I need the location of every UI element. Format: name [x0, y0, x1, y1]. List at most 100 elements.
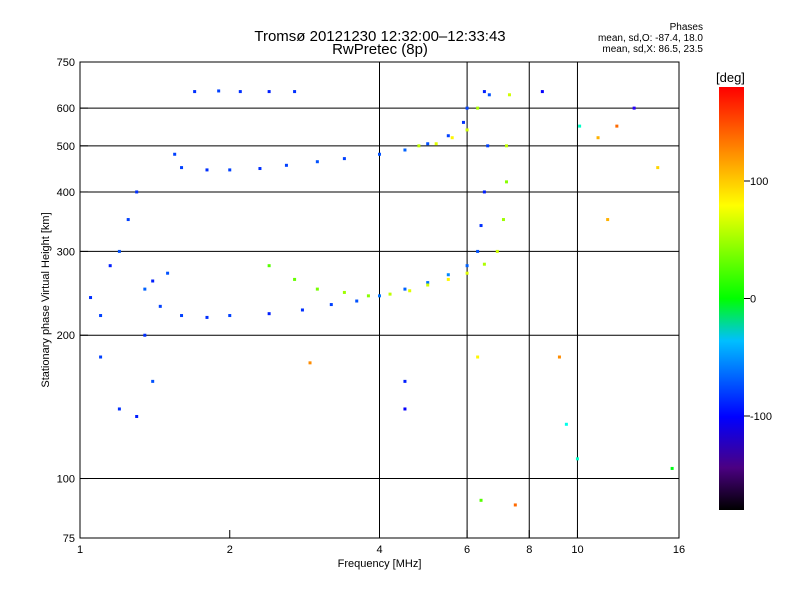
data-point — [355, 299, 359, 303]
data-point — [403, 148, 407, 152]
data-point — [446, 277, 450, 281]
data-point — [482, 262, 486, 266]
data-point — [575, 457, 579, 461]
data-point — [513, 503, 517, 507]
data-point — [632, 106, 636, 110]
data-point — [446, 273, 450, 277]
data-point — [315, 160, 319, 164]
data-point — [267, 312, 271, 316]
x-axis-label: Frequency [MHz] — [337, 558, 422, 570]
data-point — [89, 296, 93, 300]
data-point — [143, 287, 147, 291]
data-point — [258, 167, 262, 171]
data-point — [117, 407, 121, 411]
data-point — [151, 379, 155, 383]
data-point — [426, 142, 430, 146]
x-tick-label: 8 — [526, 544, 532, 556]
data-point — [465, 106, 469, 110]
data-point — [446, 134, 450, 138]
data-points — [89, 89, 674, 507]
data-point — [450, 136, 454, 140]
data-point — [228, 168, 232, 172]
data-point — [465, 271, 469, 275]
data-point — [267, 264, 271, 268]
data-point — [476, 355, 480, 359]
y-tick-label: 750 — [57, 57, 75, 69]
data-point — [228, 314, 232, 318]
data-point — [342, 157, 346, 161]
data-point — [293, 277, 297, 281]
data-point — [308, 361, 312, 365]
data-point — [504, 144, 508, 148]
y-tick-label: 300 — [57, 246, 75, 258]
phase-stats: Phases mean, sd,O: -87.4, 18.0 mean, sd,… — [598, 22, 703, 55]
data-point — [486, 144, 490, 148]
data-point — [173, 152, 177, 156]
data-point — [495, 249, 499, 253]
data-point — [158, 304, 162, 308]
data-point — [461, 120, 465, 124]
x-tick-label: 6 — [464, 544, 470, 556]
data-point — [378, 294, 381, 298]
data-point — [135, 414, 139, 418]
data-point — [501, 218, 505, 222]
data-point — [596, 136, 600, 140]
y-tick-label: 500 — [57, 141, 75, 153]
data-point — [366, 294, 370, 298]
data-point — [403, 379, 407, 383]
chart-title: Tromsø 20121230 12:32:00–12:33:43 — [254, 28, 506, 45]
data-point — [479, 498, 483, 502]
colorbar-tick-label: 0 — [750, 294, 756, 306]
data-point — [479, 224, 483, 228]
y-tick-label: 400 — [57, 187, 75, 199]
y-tick-label: 100 — [57, 474, 75, 486]
data-point — [557, 355, 561, 359]
phase-stats-o: mean, sd,O: -87.4, 18.0 — [597, 33, 703, 44]
data-point — [540, 90, 544, 94]
y-tick-label: 75 — [63, 533, 75, 545]
data-point — [615, 124, 619, 128]
data-point — [143, 333, 147, 337]
phase-stats-header: Phases — [669, 22, 703, 33]
data-point — [408, 289, 412, 293]
data-point — [388, 292, 392, 296]
colorbar-tick-label: 100 — [750, 176, 768, 188]
data-point — [378, 152, 381, 156]
data-point — [426, 281, 430, 285]
data-point — [300, 308, 304, 312]
data-point — [205, 168, 209, 172]
colorbar-tick-label: -100 — [750, 411, 772, 423]
x-tick-label: 10 — [571, 544, 583, 556]
data-point — [504, 180, 508, 184]
colorbar — [719, 87, 744, 510]
chart-subtitle: RwPretec (8p) — [332, 41, 428, 58]
data-point — [465, 128, 469, 132]
data-point — [482, 190, 486, 194]
data-point — [238, 90, 242, 94]
data-point — [293, 90, 297, 94]
data-point — [180, 166, 184, 170]
data-point — [166, 271, 170, 275]
y-axis-label: Stationary phase Virtual Height [km] — [40, 212, 52, 388]
phase-stats-x: mean, sd,X: 86.5, 23.5 — [602, 44, 703, 55]
data-point — [507, 93, 511, 97]
data-point — [465, 264, 469, 268]
data-point — [108, 264, 112, 268]
data-point — [403, 407, 407, 411]
data-point — [434, 142, 438, 146]
colorbar-ticks: 100 0 -100 — [744, 176, 772, 423]
data-point — [670, 466, 674, 470]
data-point — [151, 279, 155, 283]
grid-lines — [80, 62, 679, 538]
data-point — [99, 355, 103, 359]
data-point — [193, 90, 197, 94]
data-point — [476, 249, 480, 253]
x-tick-label: 4 — [376, 544, 382, 556]
data-point — [578, 124, 582, 128]
data-point — [656, 166, 660, 170]
data-point — [126, 218, 130, 222]
x-tick-label: 2 — [227, 544, 233, 556]
data-point — [205, 315, 209, 319]
data-point — [426, 283, 430, 287]
